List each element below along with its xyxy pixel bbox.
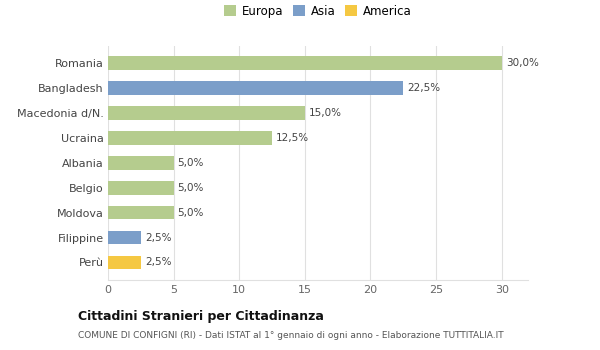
Bar	[108, 181, 173, 195]
Text: 2,5%: 2,5%	[145, 258, 171, 267]
Bar	[108, 231, 141, 244]
Bar	[108, 256, 141, 270]
Bar	[108, 81, 403, 95]
Text: 12,5%: 12,5%	[276, 133, 309, 143]
Text: 2,5%: 2,5%	[145, 232, 171, 243]
Text: 5,0%: 5,0%	[178, 208, 204, 218]
Text: 22,5%: 22,5%	[407, 83, 440, 93]
Text: 5,0%: 5,0%	[178, 158, 204, 168]
Bar	[108, 56, 502, 70]
Text: Cittadini Stranieri per Cittadinanza: Cittadini Stranieri per Cittadinanza	[78, 310, 324, 323]
Bar	[108, 106, 305, 120]
Text: 5,0%: 5,0%	[178, 183, 204, 193]
Text: 30,0%: 30,0%	[506, 58, 539, 68]
Bar	[108, 156, 173, 170]
Bar	[108, 131, 272, 145]
Text: 15,0%: 15,0%	[309, 108, 342, 118]
Bar	[108, 206, 173, 219]
Text: COMUNE DI CONFIGNI (RI) - Dati ISTAT al 1° gennaio di ogni anno - Elaborazione T: COMUNE DI CONFIGNI (RI) - Dati ISTAT al …	[78, 331, 503, 340]
Legend: Europa, Asia, America: Europa, Asia, America	[220, 0, 416, 22]
